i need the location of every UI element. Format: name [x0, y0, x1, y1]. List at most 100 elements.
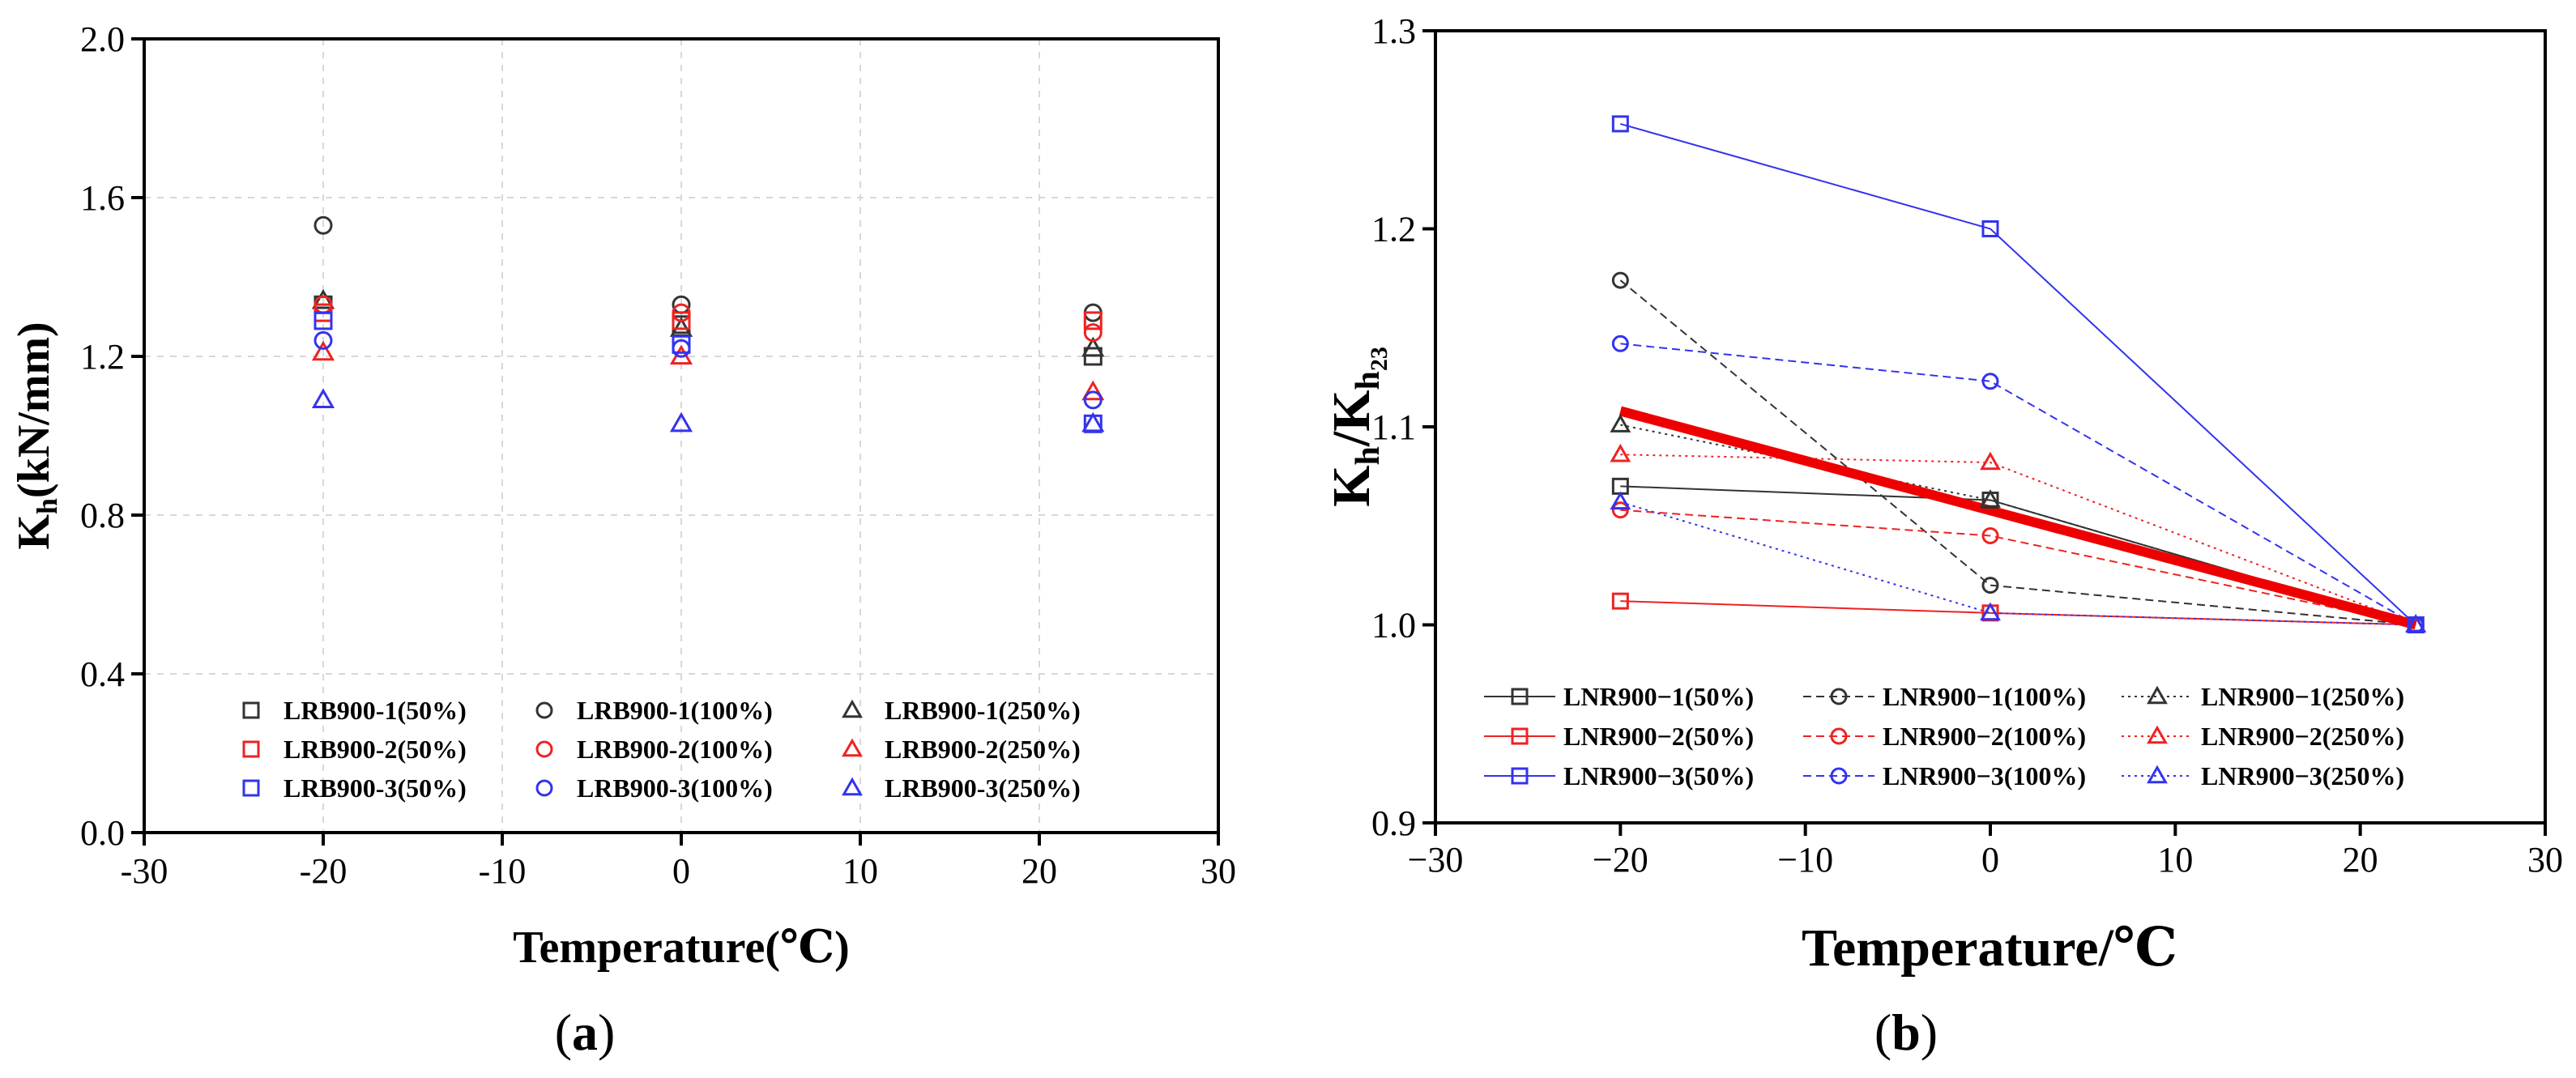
series-line-lnr900-3-250	[1620, 501, 2416, 626]
point-lnr900-2-50	[1611, 592, 1629, 610]
point-lrb900-2-50	[672, 311, 691, 330]
legend-item-lnr900-1-100: LNR900−1(100%)	[1803, 682, 2086, 711]
legend-label: LRB900-2(50%)	[284, 735, 467, 764]
panel-b-label: (b)	[1874, 1003, 1938, 1061]
legend-label: LNR900−3(50%)	[1563, 761, 1754, 790]
legend-marker-lrb900-1-50	[242, 701, 260, 719]
legend-marker-lrb900-3-50	[242, 779, 260, 797]
legend-item-lnr900-3-250: LNR900−3(250%)	[2122, 761, 2404, 790]
point-lnr900-3-100	[1611, 334, 1629, 352]
series-line-lnr900-1-100	[1619, 279, 2416, 626]
x-tick-label: -10	[479, 851, 527, 891]
legend-marker-lnr900-3-250	[2147, 765, 2168, 784]
legend-marker-lnr900-1-250	[2147, 685, 2168, 705]
x-tick-label: -30	[121, 851, 168, 891]
legend-label: LRB900-1(250%)	[885, 696, 1081, 725]
point-lrb900-2-250	[1081, 380, 1105, 401]
legend-label: LRB900-3(50%)	[284, 773, 467, 803]
y-tick-label: 1.0	[1371, 606, 1416, 646]
x-tick-label: −30	[1408, 840, 1464, 880]
y-tick-label: 1.1	[1371, 407, 1416, 447]
x-tick-label: 20	[1021, 851, 1057, 891]
series-line-lnr900-1-250	[1620, 424, 2416, 626]
point-lrb900-2-100	[672, 303, 691, 322]
panel-b-y-axis-title: Kh/Kh23	[1322, 347, 1392, 507]
legend-item-lrb900-2-50: LRB900-2(50%)	[242, 735, 467, 764]
point-lnr900-1-100	[1611, 271, 1629, 289]
legend-marker-lrb900-1-100	[535, 701, 553, 719]
legend-marker-lrb900-2-50	[242, 740, 260, 758]
x-tick-label: 30	[2527, 840, 2563, 880]
legend-label: LRB900-3(100%)	[577, 773, 773, 803]
point-lnr900-3-50	[1611, 115, 1629, 133]
legend-item-lrb900-3-50: LRB900-3(50%)	[242, 773, 467, 803]
legend-label: LRB900-3(250%)	[885, 773, 1081, 803]
point-lnr900-3-100	[1981, 373, 1999, 390]
series-line-lnr900-3-100	[1620, 343, 2416, 626]
point-lrb900-3-250	[311, 388, 335, 409]
legend-marker-lnr900-2-250	[2147, 725, 2168, 744]
series-line-lnr900-2-50	[1620, 600, 2416, 626]
legend-marker-lrb900-3-100	[535, 779, 553, 797]
panel-b-trend	[1619, 406, 2417, 630]
x-tick-label: 0	[672, 851, 690, 891]
y-tick-label: 0.0	[80, 813, 125, 853]
point-lrb900-3-50	[313, 311, 333, 330]
point-lnr900-1-100	[1981, 577, 1999, 594]
y-tick-label: 2.0	[80, 19, 125, 59]
point-lrb900-1-250	[1081, 336, 1105, 357]
legend-item-lrb900-3-250: LRB900-3(250%)	[842, 773, 1081, 803]
panel-a-x-axis-title: Temperature(℃)	[513, 922, 849, 973]
y-tick-label: 1.3	[1371, 11, 1416, 51]
panel-a-ticks: -30 -20 -10 0 10 20 30 0.0 0.4 0.8 1.2 1.6 2.0	[80, 19, 1236, 891]
legend-label: LNR900−1(50%)	[1563, 682, 1754, 711]
point-lnr900-2-100	[1611, 501, 1629, 519]
panel-b-ticks: −30 −20 −10 0 10 20 30 0.9 1.0 1.1 1.2 1.3	[1371, 11, 2563, 880]
legend-item-lnr900-2-100: LNR900−2(100%)	[1803, 722, 2086, 751]
panel-a-points	[311, 215, 1105, 433]
legend-label: LNR900−2(100%)	[1883, 722, 2086, 751]
legend-marker-lnr900-3-100	[1830, 767, 1848, 785]
x-tick-label: 10	[842, 851, 878, 891]
panel-b-legend: LNR900−1(50%) LNR900−1(100%) LNR900−1(250%…	[1484, 682, 2404, 790]
legend-label: LNR900−2(250%)	[2201, 722, 2404, 751]
point-lrb900-2-100	[1083, 323, 1102, 343]
series-line-lnr900-3-50	[1620, 122, 2416, 626]
x-tick-label: -20	[300, 851, 348, 891]
legend-label: LRB900-1(50%)	[284, 696, 467, 725]
y-tick-label: 0.8	[80, 496, 125, 535]
panel-a-grid	[144, 39, 1218, 833]
panel-b-points	[1610, 115, 2427, 633]
panel-a-chart: -30 -20 -10 0 10 20 30 0.0 0.4 0.8 1.2 1.6 2.0 LRB90…	[9, 19, 1236, 1061]
panel-a-legend: LRB900-1(50%) LRB900-1(100%) LRB900-1(250%…	[242, 696, 1081, 803]
legend-item-lrb900-2-250: LRB900-2(250%)	[842, 735, 1081, 764]
legend-marker-lrb900-1-250	[842, 699, 863, 718]
legend-label: LRB900-2(100%)	[577, 735, 773, 764]
x-tick-label: 10	[2157, 840, 2193, 880]
legend-marker-lrb900-2-100	[535, 740, 553, 758]
panel-b-series-lines	[1619, 122, 2416, 626]
legend-label: LNR900−1(250%)	[2201, 682, 2404, 711]
series-line-lnr900-1-50	[1620, 485, 2416, 626]
legend-item-lrb900-2-100: LRB900-2(100%)	[535, 735, 773, 764]
panel-b-x-axis-title: Temperature/℃	[1802, 918, 2177, 978]
x-tick-label: 30	[1201, 851, 1236, 891]
y-tick-label: 1.2	[80, 337, 125, 377]
legend-item-lnr900-1-50: LNR900−1(50%)	[1484, 682, 1754, 711]
point-lnr900-3-50	[1981, 220, 1999, 237]
point-lnr900-2-250	[1980, 451, 2001, 471]
legend-marker-lnr900-1-100	[1830, 688, 1848, 705]
x-tick-label: 20	[2343, 840, 2378, 880]
legend-item-lnr900-2-50: LNR900−2(50%)	[1484, 722, 1754, 751]
point-lrb900-2-250	[311, 340, 335, 361]
point-lrb900-1-100	[313, 215, 333, 235]
point-lnr900-3-250	[2405, 614, 2427, 633]
legend-item-lrb900-1-100: LRB900-1(100%)	[535, 696, 773, 725]
x-tick-label: 0	[1981, 840, 1999, 880]
point-lrb900-2-50	[1083, 311, 1102, 330]
y-tick-label: 0.9	[1371, 803, 1416, 843]
panel-b-chart: −30 −20 −10 0 10 20 30 0.9 1.0 1.1 1.2 1.3 LNR900−1…	[1322, 11, 2563, 1061]
point-lnr900-1-250	[1610, 414, 1631, 432]
legend-item-lrb900-1-50: LRB900-1(50%)	[242, 696, 467, 725]
